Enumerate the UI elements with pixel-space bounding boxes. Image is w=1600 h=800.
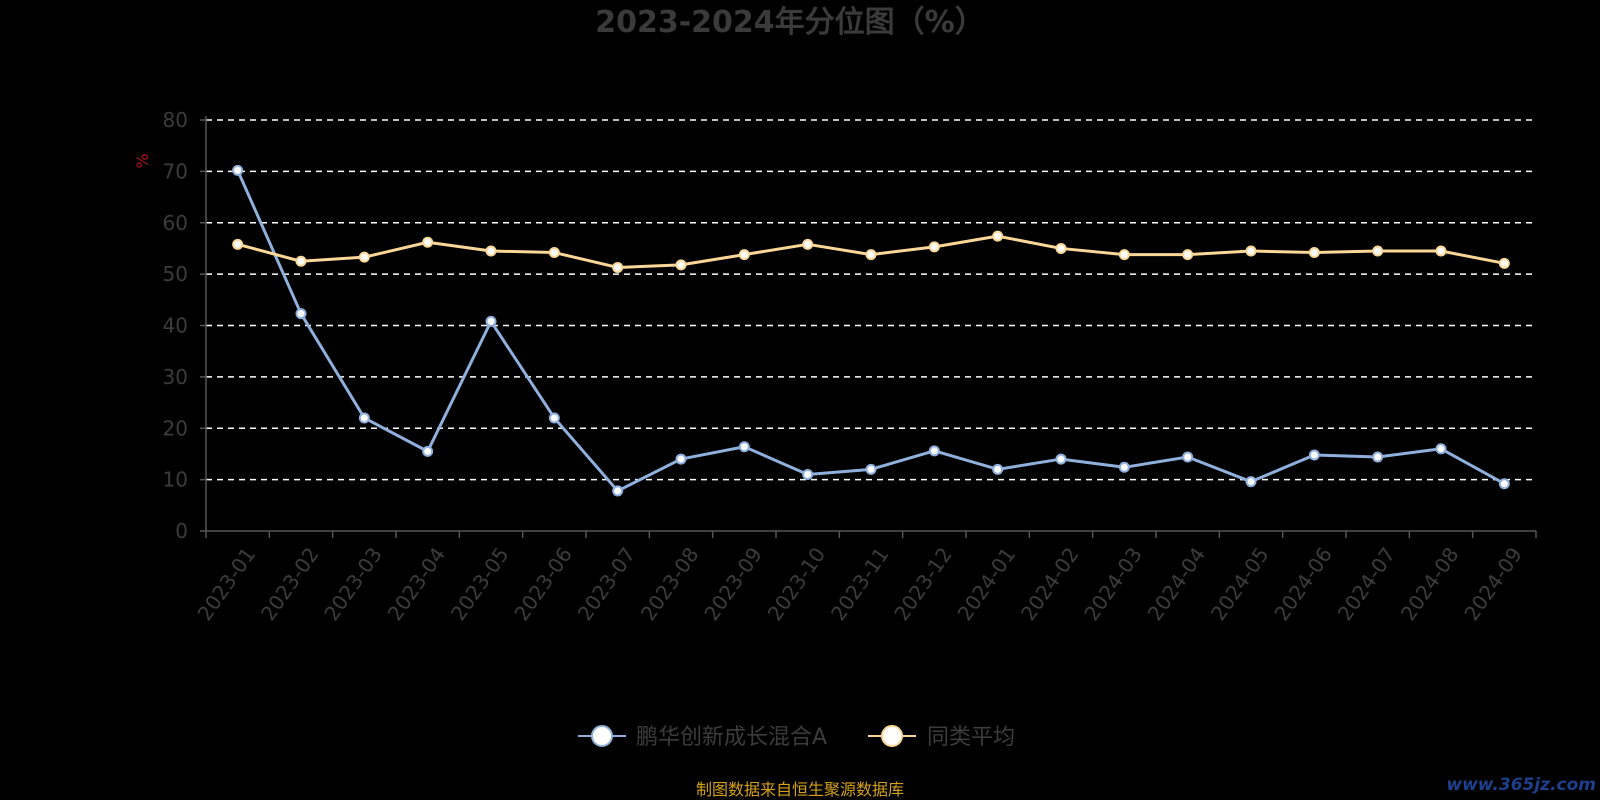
y-tick-label: 50: [163, 262, 188, 286]
chart-legend: 鹏华创新成长混合A 同类平均: [578, 725, 1015, 750]
x-tick-label: 2024-03: [1079, 543, 1147, 625]
data-point-series-0[interactable]: [738, 441, 750, 453]
series-lines: [232, 164, 1510, 497]
data-point-series-1[interactable]: [295, 255, 307, 267]
x-tick-label: 2023-12: [889, 543, 957, 625]
data-point-series-1[interactable]: [1055, 242, 1067, 254]
x-tick-label: 2023-08: [636, 543, 704, 625]
data-point-series-1[interactable]: [1118, 249, 1130, 261]
x-tick-label: 2023-01: [193, 543, 261, 625]
data-point-series-0[interactable]: [358, 412, 370, 424]
data-point-series-0[interactable]: [548, 412, 560, 424]
y-tick-label: 10: [163, 468, 188, 492]
x-tick-label: 2023-06: [509, 543, 577, 625]
legend-label-fund: 鹏华创新成长混合A: [636, 725, 827, 750]
data-point-series-1[interactable]: [1308, 247, 1320, 259]
x-tick-label: 2023-11: [826, 543, 894, 625]
y-axis-unit-label: %: [133, 153, 152, 168]
data-source-note: 制图数据来自恒生聚源数据库: [696, 780, 904, 799]
data-point-series-0[interactable]: [1118, 461, 1130, 473]
data-point-series-1[interactable]: [485, 245, 497, 257]
legend-label-category-average: 同类平均: [927, 725, 1015, 750]
x-tick-label: 2023-02: [256, 543, 324, 625]
y-axis: 0 10 20 30 40 50 60 70 80: [163, 108, 207, 543]
x-axis: 2023-012023-022023-032023-042023-052023-…: [193, 530, 1537, 625]
data-point-series-0[interactable]: [232, 164, 244, 176]
y-tick-label: 70: [163, 159, 188, 183]
data-point-series-0[interactable]: [1182, 451, 1194, 463]
data-point-series-1[interactable]: [1372, 245, 1384, 257]
data-point-series-1[interactable]: [548, 247, 560, 259]
legend-marker-category-average: [881, 725, 903, 747]
data-point-series-1[interactable]: [738, 249, 750, 261]
x-tick-label: 2023-04: [383, 543, 451, 625]
data-point-series-1[interactable]: [358, 251, 370, 263]
data-point-series-1[interactable]: [422, 236, 434, 248]
watermark-text: www.365jz.com: [1446, 775, 1596, 795]
data-point-series-0[interactable]: [1055, 453, 1067, 465]
data-point-series-0[interactable]: [675, 453, 687, 465]
data-point-series-0[interactable]: [1308, 449, 1320, 461]
x-tick-label: 2023-10: [763, 543, 831, 625]
x-tick-label: 2024-08: [1396, 543, 1464, 625]
grid-lines: [206, 119, 1536, 481]
data-point-series-0[interactable]: [928, 445, 940, 457]
x-tick-label: 2023-09: [699, 543, 767, 625]
series-line-0: [236, 169, 1506, 493]
y-tick-label: 40: [163, 314, 188, 338]
data-point-series-0[interactable]: [612, 485, 624, 497]
data-point-series-0[interactable]: [295, 308, 307, 320]
y-tick-label: 60: [163, 211, 188, 235]
data-point-series-1[interactable]: [992, 230, 1004, 242]
data-point-series-0[interactable]: [1245, 476, 1257, 488]
chart-title: 2023-2024年分位图（%）: [595, 5, 985, 40]
data-point-series-0[interactable]: [802, 468, 814, 480]
data-point-series-0[interactable]: [865, 463, 877, 475]
data-point-series-1[interactable]: [675, 259, 687, 271]
y-tick-label: 80: [163, 108, 188, 132]
data-point-series-0[interactable]: [1435, 443, 1447, 455]
x-tick-label: 2024-05: [1206, 543, 1274, 625]
data-point-series-1[interactable]: [612, 261, 624, 273]
legend-item-category-average[interactable]: 同类平均: [868, 725, 1015, 750]
x-tick-label: 2024-04: [1143, 543, 1211, 625]
data-point-series-0[interactable]: [1498, 478, 1510, 490]
x-tick-label: 2024-06: [1269, 543, 1337, 625]
x-tick-label: 2024-09: [1459, 543, 1527, 625]
x-tick-label: 2024-02: [1016, 543, 1084, 625]
data-point-series-1[interactable]: [865, 249, 877, 261]
x-tick-label: 2024-01: [953, 543, 1021, 625]
data-point-series-0[interactable]: [422, 445, 434, 457]
x-tick-label: 2024-07: [1333, 543, 1401, 625]
y-tick-label: 0: [175, 519, 188, 543]
x-tick-label: 2023-07: [573, 543, 641, 625]
data-point-series-1[interactable]: [1245, 245, 1257, 257]
data-point-series-0[interactable]: [992, 463, 1004, 475]
data-point-series-1[interactable]: [928, 241, 940, 253]
legend-marker-fund: [591, 725, 613, 747]
data-point-series-1[interactable]: [1498, 257, 1510, 269]
data-point-series-1[interactable]: [1435, 245, 1447, 257]
data-point-series-0[interactable]: [485, 315, 497, 327]
legend-item-fund[interactable]: 鹏华创新成长混合A: [578, 725, 827, 750]
x-tick-label: 2023-05: [446, 543, 514, 625]
y-tick-label: 30: [163, 365, 188, 389]
x-tick-label: 2023-03: [319, 543, 387, 625]
data-point-series-1[interactable]: [802, 238, 814, 250]
data-point-series-1[interactable]: [1182, 249, 1194, 261]
data-point-series-0[interactable]: [1372, 451, 1384, 463]
y-tick-label: 20: [163, 416, 188, 440]
data-point-series-1[interactable]: [232, 238, 244, 250]
